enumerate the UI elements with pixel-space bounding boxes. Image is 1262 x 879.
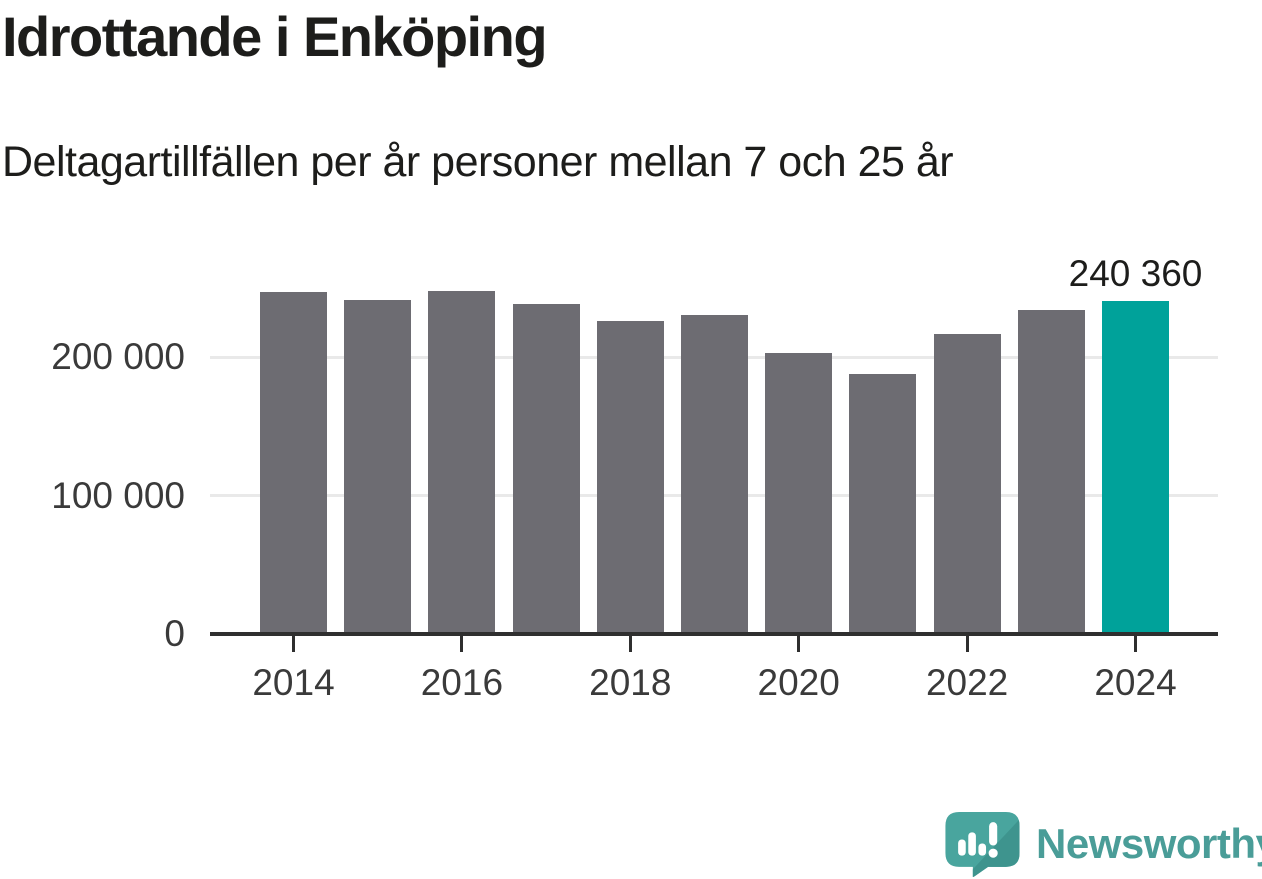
x-axis-tick <box>628 636 632 652</box>
bar-2016 <box>428 290 496 634</box>
bar-2014 <box>260 291 327 634</box>
bar-2015 <box>344 300 412 634</box>
chart-title: Idrottande i Enköping <box>2 5 548 68</box>
value-label: 240 360 <box>1068 253 1203 294</box>
x-axis-label: 2014 <box>252 662 335 703</box>
x-axis-line <box>210 632 1218 636</box>
bar-2022 <box>933 334 1001 634</box>
bar-2017 <box>512 304 580 634</box>
bar-2024 <box>1102 301 1169 634</box>
newsworthy-logo-icon <box>945 812 1020 877</box>
y-axis-label: 100 000 <box>51 474 185 516</box>
x-axis-tick <box>460 636 464 652</box>
x-axis-label: 2022 <box>925 662 1009 703</box>
chart-subtitle: Deltagartillfällen per år personer mella… <box>2 138 954 186</box>
y-axis-label: 200 000 <box>51 336 185 377</box>
x-axis-tick <box>1134 636 1137 652</box>
bar-2021 <box>849 373 917 634</box>
bar-2018 <box>596 320 664 634</box>
y-axis-label: 0 <box>164 613 185 654</box>
x-axis-label: 2018 <box>589 662 672 703</box>
x-axis-tick <box>797 636 801 652</box>
bar-2023 <box>1017 309 1085 634</box>
bar-2020 <box>765 352 833 634</box>
x-axis-tick <box>292 636 295 652</box>
x-axis-label: 2016 <box>420 662 504 703</box>
x-axis-tick <box>965 636 969 652</box>
brand-footer: Newsworthy <box>944 810 1262 877</box>
x-axis-label: 2020 <box>757 662 840 703</box>
x-axis-label: 2024 <box>1094 662 1177 703</box>
brand-name: Newsworthy <box>1036 819 1262 867</box>
bar-2019 <box>681 315 748 634</box>
